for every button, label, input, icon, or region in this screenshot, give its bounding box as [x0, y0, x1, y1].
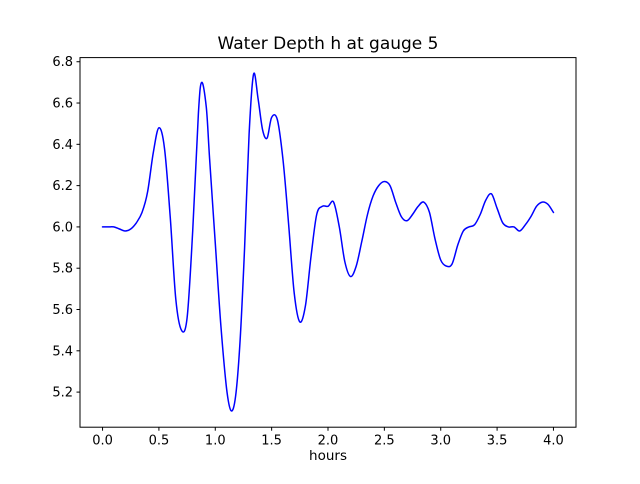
x-tick-label: 0.0	[92, 434, 113, 449]
water-depth-line	[101, 72, 555, 412]
y-tick-label: 6.2	[52, 179, 73, 194]
x-tick-label: 2.5	[374, 434, 395, 449]
x-tick-label: 4.0	[543, 434, 564, 449]
x-tick-label: 1.0	[205, 434, 226, 449]
y-tick-label: 6.6	[52, 97, 73, 112]
y-tick-label: 5.6	[52, 303, 73, 318]
y-tick-label: 6.4	[52, 138, 73, 153]
y-tick-label: 6.0	[52, 220, 73, 235]
axes-frame	[79, 57, 577, 428]
y-tick-label: 6.8	[52, 55, 73, 70]
x-tick-label: 3.5	[487, 434, 508, 449]
y-tick-label: 5.2	[52, 386, 73, 401]
chart-title: Water Depth h at gauge 5	[218, 34, 439, 54]
y-tick-label: 5.4	[52, 344, 73, 359]
y-tick-label: 5.8	[52, 262, 73, 277]
x-tick-label: 1.5	[261, 434, 282, 449]
x-tick-label: 0.5	[149, 434, 170, 449]
x-tick-label: 2.0	[318, 434, 339, 449]
x-axis-label: hours	[309, 448, 347, 464]
x-tick-label: 3.0	[430, 434, 451, 449]
